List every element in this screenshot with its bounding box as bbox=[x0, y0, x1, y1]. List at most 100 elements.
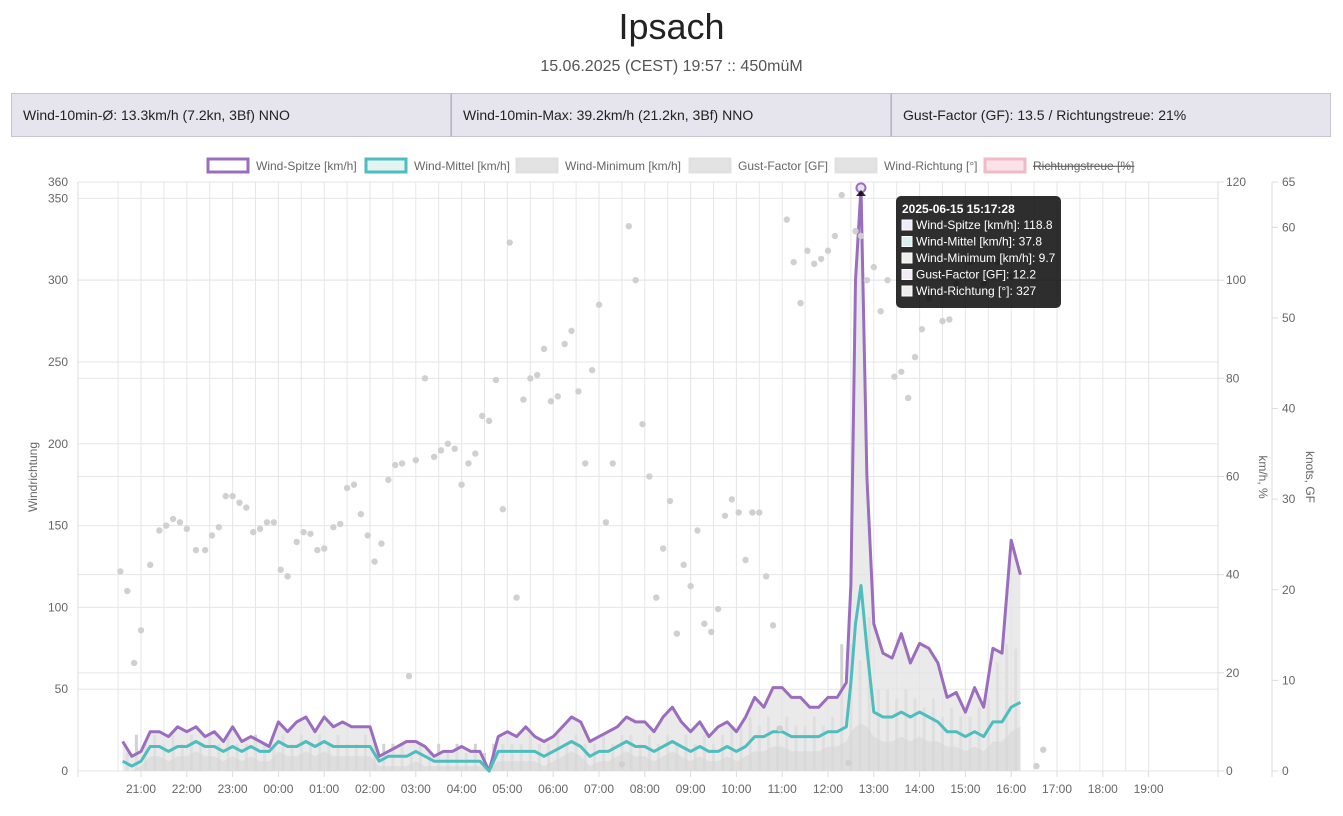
wind-direction-point bbox=[117, 568, 124, 575]
tick-label-right-knots: 60 bbox=[1282, 220, 1296, 234]
wind-chart[interactable]: Wind-Spitze [km/h] Wind-Mittel [km/h] Wind… bbox=[0, 150, 1343, 800]
legend-label: Richtungstreue [%] bbox=[1033, 159, 1134, 173]
wind-direction-point bbox=[277, 566, 284, 573]
wind-direction-point bbox=[595, 301, 603, 308]
axis-title-right-knots: knots, GF bbox=[1303, 451, 1317, 503]
wind-direction-point bbox=[156, 527, 163, 534]
tick-label-right-kmh: 80 bbox=[1226, 371, 1240, 385]
wind-direction-point bbox=[547, 398, 555, 405]
wind-direction-point bbox=[639, 420, 646, 428]
wind-direction-point bbox=[169, 515, 177, 523]
tick-label-x: 08:00 bbox=[630, 782, 660, 796]
wind-direction-point bbox=[762, 573, 770, 580]
wind-direction-point bbox=[659, 545, 667, 552]
wind-direction-point bbox=[385, 476, 392, 483]
tick-label-left: 50 bbox=[55, 682, 69, 696]
tick-label-x: 10:00 bbox=[721, 782, 751, 796]
wind-direction-point bbox=[321, 545, 328, 552]
wind-direction-point bbox=[673, 630, 681, 637]
wind-direction-point bbox=[1033, 762, 1040, 770]
tooltip-caret bbox=[855, 190, 866, 196]
tooltip-line: Wind-Spitze [km/h]: 118.8 bbox=[916, 218, 1053, 232]
tick-label-left: 300 bbox=[48, 273, 68, 287]
wind-direction-point bbox=[412, 456, 419, 464]
legend-swatch bbox=[983, 157, 1027, 174]
wind-direction-point bbox=[790, 258, 797, 266]
legend-label: Wind-Mittel [km/h] bbox=[414, 159, 510, 173]
wind-direction-point bbox=[742, 556, 749, 564]
wind-direction-point bbox=[479, 412, 486, 420]
tick-label-right-kmh: 0 bbox=[1226, 764, 1233, 778]
stat-wind-max: Wind-10min-Max: 39.2km/h (21.2kn, 3Bf) N… bbox=[451, 93, 891, 137]
wind-direction-point bbox=[499, 506, 507, 513]
tick-label-left: 150 bbox=[48, 519, 68, 533]
wind-direction-point bbox=[838, 191, 845, 199]
wind-direction-point bbox=[458, 481, 465, 488]
tick-label-x: 16:00 bbox=[996, 782, 1026, 796]
wind-direction-point bbox=[337, 520, 344, 528]
wind-direction-point bbox=[243, 504, 250, 511]
wind-direction-point bbox=[939, 317, 946, 325]
wind-direction-point bbox=[176, 519, 184, 526]
wind-direction-point bbox=[680, 561, 687, 569]
legend-label: Gust-Factor [GF] bbox=[738, 159, 828, 173]
tick-label-x: 21:00 bbox=[126, 782, 156, 796]
tooltip-line: Wind-Richtung [°]: 327 bbox=[916, 284, 1037, 298]
tick-label-left: 350 bbox=[48, 191, 68, 205]
wind-mittel-line bbox=[121, 584, 1022, 773]
wind-direction-point bbox=[330, 524, 337, 531]
wind-direction-point bbox=[350, 481, 358, 488]
tooltip-line: Wind-Mittel [km/h]: 37.8 bbox=[916, 235, 1042, 249]
tick-label-left: 200 bbox=[48, 437, 68, 451]
wind-direction-point bbox=[472, 450, 479, 457]
wind-direction-point bbox=[465, 460, 472, 467]
wind-direction-point bbox=[137, 627, 145, 634]
wind-direction-point bbox=[884, 276, 891, 284]
wind-direction-point bbox=[485, 417, 493, 425]
wind-direction-point bbox=[852, 227, 859, 235]
tick-label-x: 13:00 bbox=[859, 782, 889, 796]
wind-direction-point bbox=[721, 512, 729, 519]
tick-label-left: 360 bbox=[48, 175, 68, 189]
wind-spitze-area bbox=[122, 187, 1021, 771]
wind-direction-point bbox=[609, 460, 616, 467]
wind-direction-point bbox=[904, 394, 912, 402]
tick-label-x: 15:00 bbox=[950, 782, 980, 796]
tick-label-x: 05:00 bbox=[492, 782, 522, 796]
legend-swatch bbox=[834, 157, 878, 174]
wind-direction-point bbox=[911, 353, 919, 361]
tooltip-title: 2025-06-15 15:17:28 bbox=[902, 202, 1015, 216]
wind-direction-point bbox=[492, 376, 500, 384]
wind-direction-point bbox=[533, 371, 541, 379]
wind-direction-point bbox=[307, 530, 314, 537]
wind-direction-point bbox=[201, 546, 209, 554]
tick-label-x: 02:00 bbox=[355, 782, 385, 796]
chart-axes: 0501001502002503003503600204060801001200… bbox=[26, 175, 1317, 796]
legend-swatch bbox=[206, 157, 250, 174]
tick-label-left: 250 bbox=[48, 355, 68, 369]
wind-direction-point bbox=[891, 373, 898, 380]
wind-direction-point bbox=[421, 375, 429, 382]
tick-label-x: 18:00 bbox=[1088, 782, 1118, 796]
tooltip-swatch bbox=[901, 269, 913, 280]
wind-direction-point bbox=[877, 308, 884, 315]
stat-wind-avg: Wind-10min-Ø: 13.3km/h (7.2kn, 3Bf) NNO bbox=[11, 93, 451, 137]
wind-direction-point bbox=[582, 460, 589, 467]
tick-label-x: 14:00 bbox=[905, 782, 935, 796]
tick-label-right-kmh: 20 bbox=[1226, 666, 1240, 680]
wind-direction-point bbox=[192, 546, 200, 554]
wind-direction-point bbox=[646, 473, 653, 480]
wind-direction-point bbox=[124, 587, 131, 595]
tooltip-box bbox=[896, 196, 1061, 308]
wind-direction-point bbox=[540, 345, 548, 353]
wind-direction-point bbox=[520, 396, 527, 403]
tick-label-right-kmh: 40 bbox=[1226, 568, 1240, 582]
wind-direction-point bbox=[804, 247, 811, 254]
wind-direction-point bbox=[1040, 746, 1047, 753]
tick-label-x: 19:00 bbox=[1134, 782, 1164, 796]
tick-label-x: 04:00 bbox=[447, 782, 477, 796]
tooltip-swatch bbox=[901, 236, 913, 247]
wind-direction-point bbox=[817, 255, 825, 263]
wind-direction-point bbox=[222, 492, 229, 500]
wind-direction-point bbox=[870, 263, 877, 271]
